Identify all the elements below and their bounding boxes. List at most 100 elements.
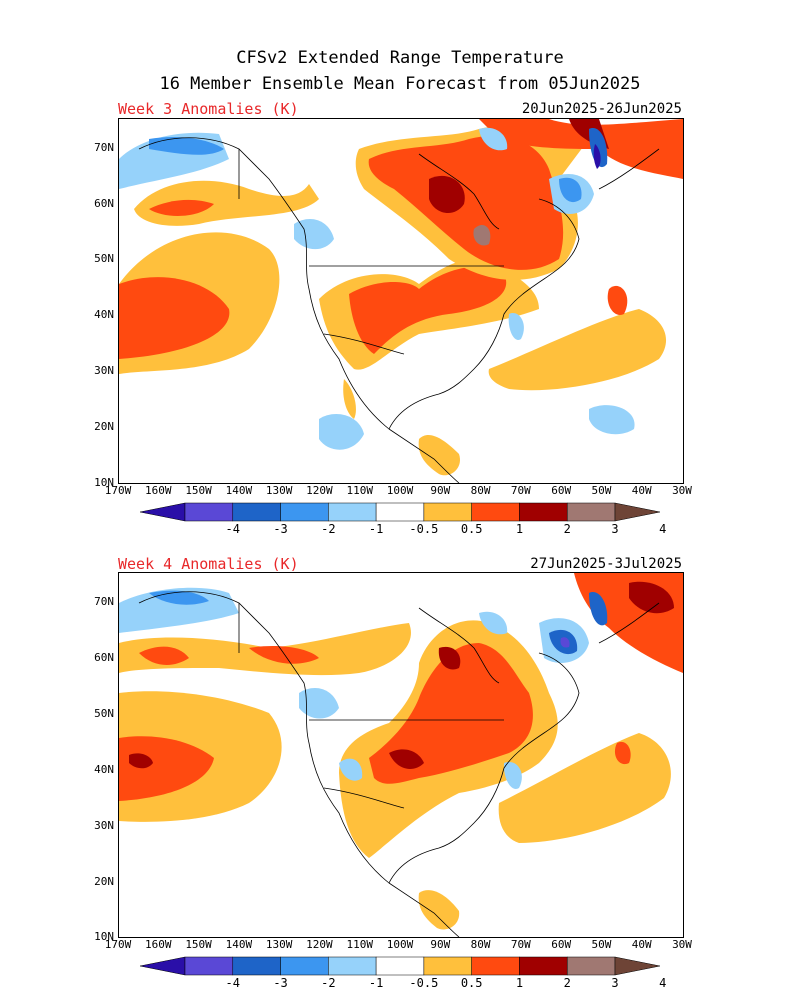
w4-colorbar-segment-4 [328,956,377,976]
w4-colorbar-label-5: 0.5 [460,976,483,990]
week3-map [118,118,684,484]
w4-colorbar-segment-8 [519,956,568,976]
w4-lon-label-100w: 100W [386,938,414,951]
w3-lon-label-130w: 130W [265,484,293,497]
w3-lon-label-80w: 80W [470,484,491,497]
w3-lat-70: 70N [94,141,114,154]
week4-warm-shading [119,573,683,930]
w3-colorbar-segment-4 [328,502,377,522]
w4-colorbar-label-4: -0.5 [409,976,439,990]
w4-lon-label-110w: 110W [346,938,373,951]
w3-lon-label-70w: 70W [510,484,531,497]
w4-colorbar-label-1: -3 [273,976,288,990]
w4-colorbar-segment-2 [232,956,281,976]
w4-lon-label-170w: 170W [104,938,132,951]
week4-dates: 27Jun2025-3Jul2025 [530,556,682,572]
w3-colorbar-segment-1 [184,502,234,522]
w4-colorbar-label-0: -4 [225,976,240,990]
w3-colorbar-label-2: -2 [321,522,336,536]
w4-colorbar-segment-5 [375,956,425,976]
w4-colorbar-label-6: 1 [515,976,524,990]
w4-lon-label-70w: 70W [510,938,531,951]
w4-colorbar-segment-6 [423,956,472,976]
w4-colorbar-segment-9 [566,956,616,976]
w3-colorbar-label-1: -3 [273,522,288,536]
week3-warm-shading [119,119,683,476]
w4-lon-label-160w: 160W [145,938,172,951]
title-line-1: CFSv2 Extended Range Temperature [236,48,564,68]
w3-colorbar-label-7: 2 [563,522,571,536]
week3-colorbar [140,502,660,522]
w4-colorbar-segment-0 [140,956,186,976]
w3-colorbar-label-5: 0.5 [460,522,483,536]
w4-lon-label-60w: 60W [551,938,572,951]
w4-colorbar-label-7: 2 [563,976,571,990]
w4-colorbar-segment-3 [280,956,329,976]
w4-lat-30: 30N [94,819,114,832]
w4-lat-20: 20N [94,875,114,888]
w3-lat-60: 60N [94,197,114,210]
w3-colorbar-segment-6 [423,502,472,522]
week4-label: Week 4 Anomalies (K) [118,555,299,573]
w4-colorbar-segment-10 [614,956,660,976]
w4-lat-60: 60N [94,651,114,664]
w4-colorbar-segment-7 [471,956,520,976]
w4-lat-50: 50N [94,707,114,720]
w4-lon-label-150w: 150W [185,938,212,951]
w3-lon-label-120w: 120W [306,484,333,497]
w3-colorbar-label-0: -4 [225,522,240,536]
w3-lat-30: 30N [94,364,114,377]
w3-lon-label-140w: 140W [225,484,253,497]
week4-colorbar [140,956,660,976]
w3-lon-label-30w: 30W [672,484,692,497]
w3-lat-20: 20N [94,420,114,433]
w3-lon-label-170w: 170W [104,484,132,497]
w4-lon-label-140w: 140W [225,938,253,951]
week4-map [118,572,684,938]
w3-lon-label-150w: 150W [185,484,212,497]
w4-lon-label-130w: 130W [265,938,293,951]
w3-colorbar-segment-3 [280,502,329,522]
w4-lon-label-50w: 50W [591,938,612,951]
w4-lon-label-120w: 120W [306,938,333,951]
w3-colorbar-label-4: -0.5 [409,522,439,536]
week3-cool-shading [119,127,635,450]
w4-colorbar-segment-1 [184,956,234,976]
w3-lon-label-90w: 90W [430,484,451,497]
w3-colorbar-label-3: -1 [368,522,384,536]
week3-coastlines [138,137,660,483]
w4-colorbar-label-3: -1 [368,976,384,990]
w3-lon-label-50w: 50W [591,484,612,497]
w3-colorbar-label-8: 3 [611,522,619,536]
week4-cool-shading [119,587,608,789]
w4-lat-40: 40N [94,763,114,776]
w4-lon-label-80w: 80W [470,938,491,951]
w4-lat-10: 10N [94,930,114,943]
w4-lat-70: 70N [94,595,114,608]
w4-lon-label-30w: 30W [672,938,692,951]
w3-colorbar-segment-2 [232,502,281,522]
w3-colorbar-label-9: 4 [659,522,667,536]
w4-colorbar-label-9: 4 [659,976,667,990]
w3-colorbar-segment-5 [375,502,425,522]
week3-label: Week 3 Anomalies (K) [118,100,299,118]
w3-lat-50: 50N [94,252,114,265]
w4-colorbar-label-8: 3 [611,976,619,990]
w3-colorbar-segment-8 [519,502,568,522]
w3-lon-label-110w: 110W [346,484,373,497]
w3-lon-label-160w: 160W [145,484,172,497]
week3-dates: 20Jun2025-26Jun2025 [521,101,682,117]
w3-colorbar-segment-7 [471,502,520,522]
w4-colorbar-label-2: -2 [321,976,336,990]
w3-lon-label-100w: 100W [386,484,414,497]
w3-colorbar-label-6: 1 [515,522,524,536]
w4-lon-label-40w: 40W [631,938,652,951]
w3-colorbar-segment-0 [140,502,186,522]
w3-lat-40: 40N [94,308,114,321]
w4-lon-label-90w: 90W [430,938,451,951]
w3-lon-label-40w: 40W [631,484,652,497]
w3-colorbar-segment-9 [566,502,616,522]
w3-colorbar-segment-10 [614,502,660,522]
w3-lon-label-60w: 60W [551,484,572,497]
week4-coastlines [138,591,660,937]
